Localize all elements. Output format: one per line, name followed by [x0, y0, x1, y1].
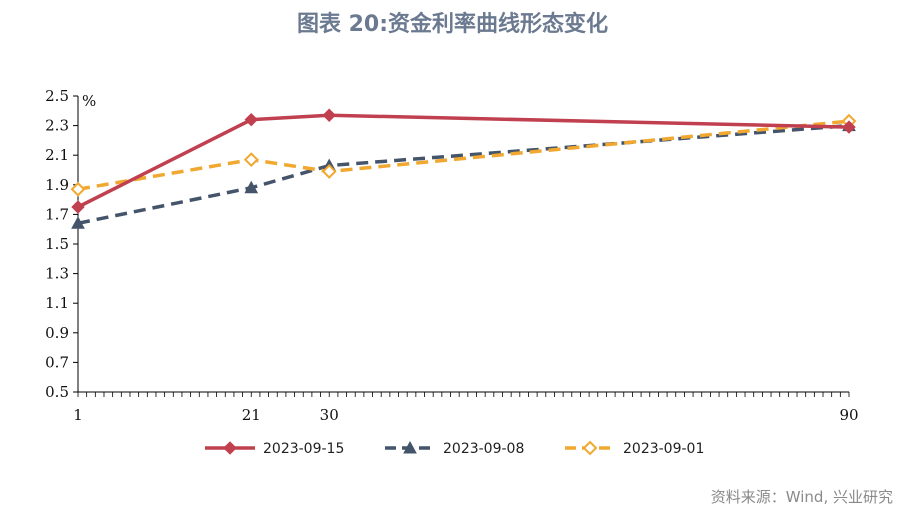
x-tick-label: 90	[839, 406, 858, 424]
y-tick-label: 1.7	[45, 205, 69, 223]
legend-marker	[403, 440, 417, 454]
data-point	[71, 216, 85, 229]
y-tick-label: 2.1	[45, 146, 69, 164]
y-tick-label: 2.5	[45, 87, 69, 105]
data-point	[322, 108, 336, 122]
y-tick-label: 1.5	[45, 235, 69, 253]
y-unit-label: %	[82, 92, 96, 110]
y-tick-label: 0.9	[45, 324, 69, 342]
x-tick-label: 1	[73, 406, 83, 424]
series-2023-09-15	[71, 108, 856, 214]
x-tick-label: 30	[320, 406, 339, 424]
legend-marker	[582, 440, 598, 456]
data-point	[71, 200, 85, 214]
chart-title: 图表 20:资金利率曲线形态变化	[296, 12, 609, 37]
series-line	[77, 123, 850, 225]
legend: 2023-09-15 2023-09-08 2023-09-01	[205, 440, 704, 457]
series-2023-09-08	[71, 118, 856, 229]
data-point	[321, 164, 337, 179]
source-note: 资料来源：Wind, 兴业研究	[710, 488, 893, 506]
series-2023-09-01	[70, 113, 857, 197]
data-point	[842, 120, 856, 134]
legend-label: 2023-09-01	[623, 441, 704, 457]
legend-item: 2023-09-08	[385, 440, 524, 457]
legend-label: 2023-09-15	[263, 441, 344, 457]
data-point	[243, 152, 259, 168]
data-point	[70, 181, 86, 197]
x-tick-label: 21	[242, 406, 261, 424]
y-tick-label: 1.3	[45, 265, 69, 283]
legend-item: 2023-09-01	[565, 440, 704, 457]
axes: 0.5 0.7 0.9 1.1 1.3 1.5 1.7 1.9 2.1 2.3 2.5 % 1 21 30 9…	[45, 87, 858, 424]
legend-label: 2023-09-08	[443, 441, 524, 457]
y-tick-label: 1.1	[45, 294, 69, 312]
data-point	[244, 180, 259, 194]
series-line	[77, 119, 850, 191]
series-layer	[70, 108, 857, 229]
series-line	[77, 113, 850, 209]
y-tick-label: 0.7	[45, 353, 69, 371]
y-tick-label: 1.9	[45, 176, 69, 194]
data-point	[244, 112, 258, 127]
y-tick-label: 0.5	[45, 383, 69, 401]
legend-marker	[223, 441, 237, 455]
y-tick-label: 2.3	[45, 117, 69, 135]
legend-item: 2023-09-15	[205, 441, 344, 457]
